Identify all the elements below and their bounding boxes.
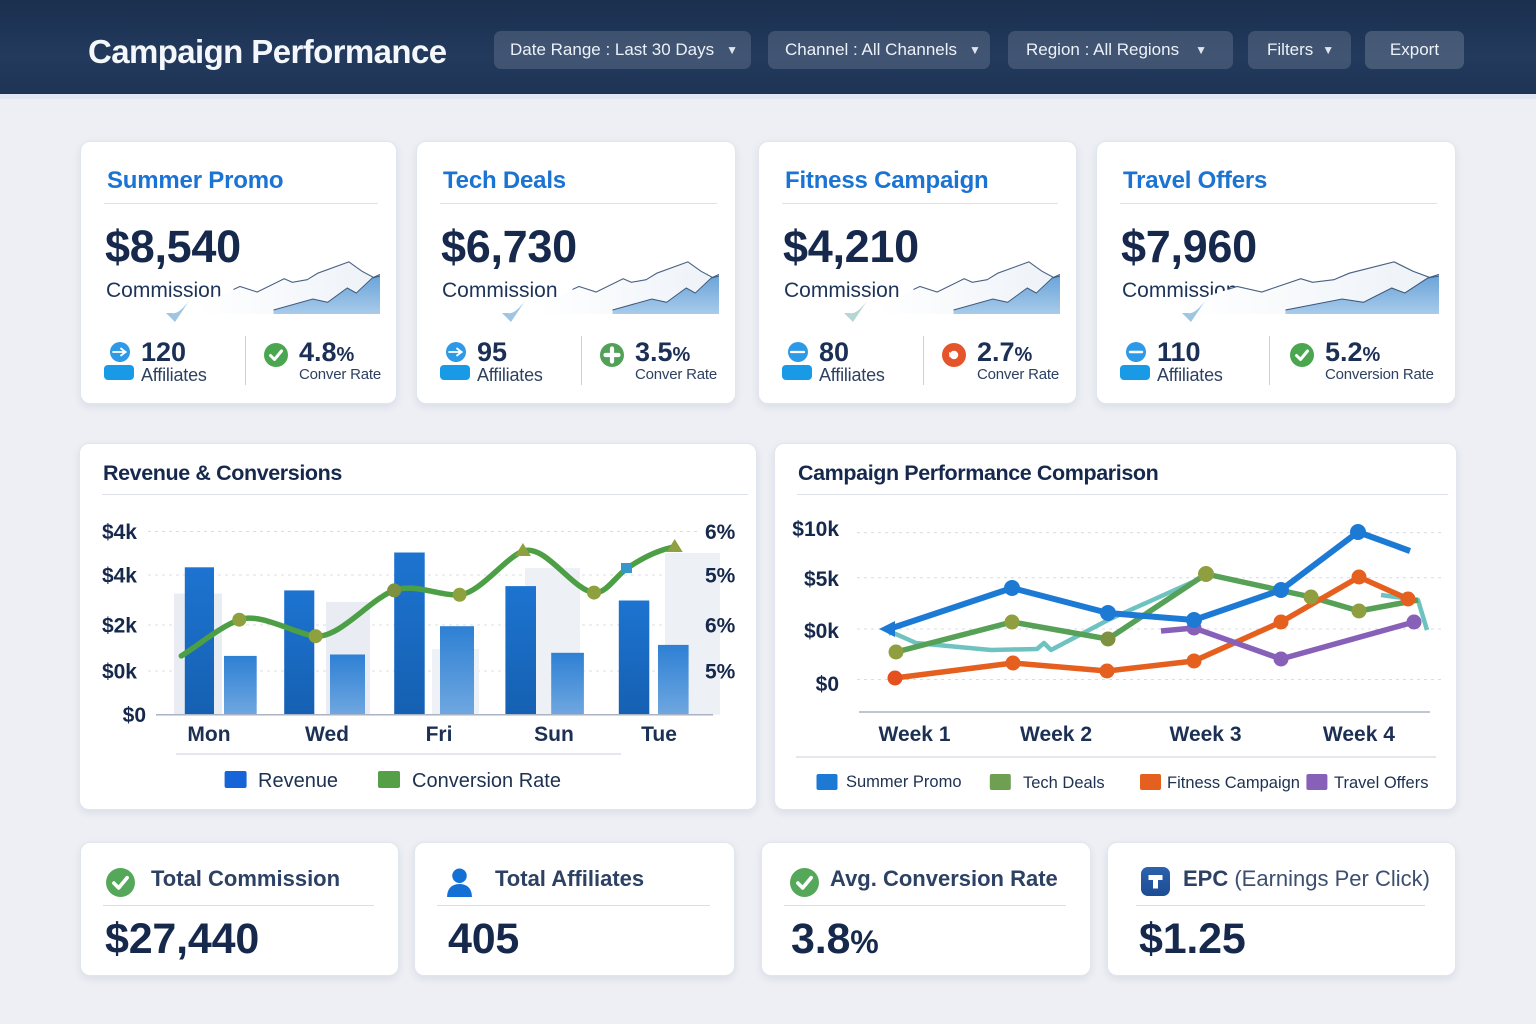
svg-text:Tech Deals: Tech Deals — [1023, 774, 1105, 792]
svg-text:Week 4: Week 4 — [1323, 723, 1395, 746]
svg-text:Week 1: Week 1 — [879, 723, 951, 746]
svg-text:Sun: Sun — [534, 723, 574, 746]
svg-text:Fri: Fri — [426, 723, 453, 746]
svg-text:$10k: $10k — [792, 518, 839, 541]
svg-text:$2k: $2k — [102, 615, 137, 638]
svg-text:$0: $0 — [123, 704, 146, 727]
svg-text:Week 3: Week 3 — [1170, 723, 1242, 746]
svg-text:Week 2: Week 2 — [1020, 723, 1092, 746]
svg-text:5%: 5% — [705, 661, 736, 684]
svg-text:$0: $0 — [816, 673, 839, 696]
svg-text:Summer Promo: Summer Promo — [846, 773, 962, 791]
svg-text:$4k: $4k — [102, 565, 137, 588]
svg-text:$5k: $5k — [804, 568, 839, 591]
svg-text:Revenue: Revenue — [258, 770, 338, 792]
svg-text:Conversion Rate: Conversion Rate — [412, 770, 561, 792]
svg-text:5%: 5% — [705, 565, 736, 588]
svg-text:Travel Offers: Travel Offers — [1334, 774, 1428, 792]
svg-text:Fitness Campaign: Fitness Campaign — [1167, 774, 1300, 792]
svg-text:6%: 6% — [705, 615, 736, 638]
svg-text:$4k: $4k — [102, 521, 137, 544]
svg-text:Tue: Tue — [641, 723, 677, 746]
svg-text:Wed: Wed — [305, 723, 349, 746]
svg-text:6%: 6% — [705, 521, 736, 544]
svg-text:$0k: $0k — [804, 620, 839, 643]
svg-text:Mon: Mon — [187, 723, 230, 746]
svg-text:$0k: $0k — [102, 661, 137, 684]
